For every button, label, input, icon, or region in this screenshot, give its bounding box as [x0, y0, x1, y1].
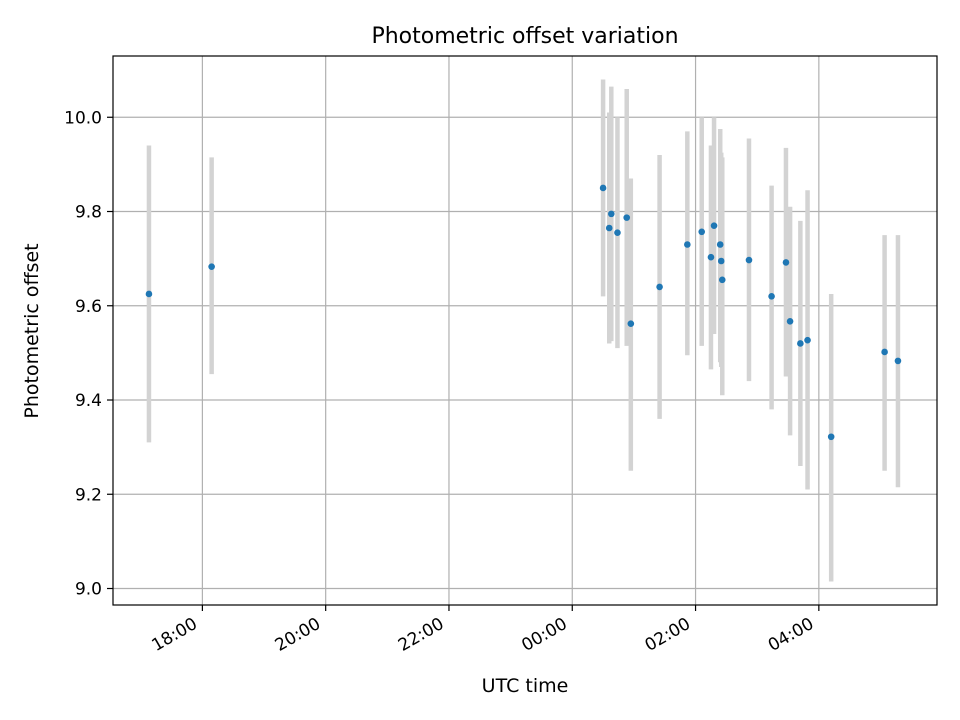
data-point: [608, 210, 615, 218]
data-point: [710, 222, 718, 229]
data-point: [656, 283, 663, 291]
data-point: [894, 357, 902, 365]
y-tick-label: 10.0: [64, 108, 102, 128]
y-tick-label: 9.2: [75, 485, 102, 505]
data-point: [797, 340, 804, 347]
x-axis-label: UTC time: [482, 675, 569, 697]
y-axis-label: Photometric offset: [21, 243, 43, 418]
data-point: [698, 228, 706, 236]
data-point: [804, 336, 811, 344]
data-point: [717, 257, 725, 265]
data-points: [145, 184, 902, 441]
y-tick-label: 9.0: [75, 580, 102, 600]
y-tick-label: 9.6: [75, 297, 102, 317]
data-point: [605, 224, 613, 232]
data-point: [599, 184, 607, 192]
data-point: [623, 214, 631, 221]
data-point: [627, 320, 635, 327]
chart-title: Photometric offset variation: [371, 24, 678, 49]
data-point: [881, 348, 888, 356]
data-point: [145, 290, 153, 298]
data-point: [707, 253, 715, 261]
data-point: [684, 241, 691, 248]
data-point: [208, 263, 215, 270]
data-point: [827, 433, 835, 441]
data-point: [782, 259, 790, 266]
y-axis-ticks: 9.0 9.2 9.4 9.6 9.8 10.0: [64, 108, 113, 600]
data-point: [614, 229, 621, 237]
plot-area: [113, 56, 937, 605]
data-point: [768, 293, 775, 300]
y-tick-label: 9.4: [75, 391, 102, 411]
plot-frame: [112, 55, 938, 606]
data-point: [786, 318, 794, 325]
data-point: [745, 256, 753, 264]
data-point: [718, 276, 726, 284]
y-tick-label: 9.8: [75, 203, 102, 223]
data-point: [716, 241, 724, 248]
